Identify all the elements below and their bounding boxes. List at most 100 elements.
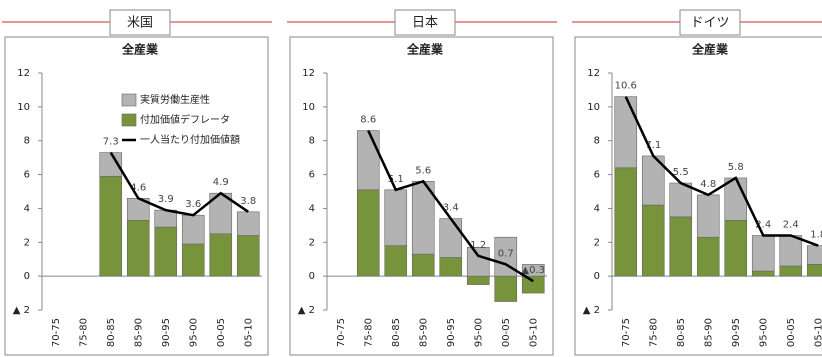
x-tick-label: 70-75: [51, 318, 62, 347]
value-label: 2.4: [755, 220, 771, 231]
bar-segment: [779, 265, 803, 277]
x-tick-label: 85-90: [133, 318, 144, 347]
x-tick-label: 90-95: [731, 318, 742, 347]
x-tick-label: 00-05: [501, 318, 512, 347]
value-label: 2.4: [783, 220, 799, 231]
value-label: 4.8: [700, 179, 716, 190]
value-label: 0.7: [498, 248, 514, 259]
y-tick-label: 2: [309, 237, 315, 248]
y-tick-label: 0: [594, 271, 600, 282]
x-tick-label: 85-90: [703, 318, 714, 347]
y-tick-label: 2: [24, 237, 30, 248]
x-tick-label: 95-00: [188, 318, 199, 347]
value-label: 5.6: [415, 165, 431, 176]
bar-segment: [126, 219, 150, 277]
value-label: 5.1: [388, 174, 404, 185]
bar-segment: [236, 235, 260, 277]
bar-segment: [696, 194, 720, 238]
panel-frame: [289, 36, 554, 356]
bar-segment: [356, 130, 380, 191]
bar-segment: [751, 270, 775, 277]
chart-title: 全産業: [691, 42, 729, 57]
value-label: 7.3: [103, 137, 119, 148]
x-tick-label: 95-00: [758, 318, 769, 347]
y-tick-label: 0: [24, 271, 30, 282]
bar-segment: [384, 245, 408, 277]
header-box: [679, 9, 741, 36]
bar-segment: [806, 263, 822, 277]
value-label: ▲0.3: [521, 265, 545, 276]
value-label: 4.6: [130, 182, 146, 193]
y-tick-label: 4: [309, 203, 315, 214]
value-label: 5.8: [728, 162, 744, 173]
chart-title: 全産業: [121, 42, 159, 57]
y-tick-label: 6: [594, 170, 600, 181]
panel-frame: [4, 36, 269, 356]
x-tick-label: 90-95: [161, 318, 172, 347]
x-tick-label: 80-85: [391, 318, 402, 347]
y-tick-label: 10: [302, 102, 315, 113]
y-tick-label: 6: [309, 170, 315, 181]
value-label: 4.9: [213, 177, 229, 188]
value-label: 3.4: [443, 203, 459, 214]
bar-segment: [521, 263, 545, 277]
y-tick-label: 2: [594, 237, 600, 248]
legend-label: 実質労働生産性: [140, 93, 210, 106]
value-label: 3.8: [240, 196, 256, 207]
panel-frame: [574, 36, 822, 356]
bar-segment: [779, 235, 803, 267]
bar-segment: [494, 275, 518, 302]
y-tick-label: 8: [24, 136, 30, 147]
x-tick-label: 70-75: [336, 318, 347, 347]
bar-segment: [99, 175, 123, 277]
x-tick-label: 85-90: [418, 318, 429, 347]
line: [109, 151, 249, 217]
bar-segment: [669, 182, 693, 218]
y-tick-label: 12: [302, 68, 315, 79]
chart-title: 全産業: [406, 42, 444, 57]
legend-swatch: [121, 113, 137, 127]
bar-segment: [181, 243, 205, 277]
y-tick-label: 4: [594, 203, 600, 214]
x-tick-label: 05-10: [528, 318, 539, 347]
x-tick-label: 75-80: [78, 318, 89, 347]
y-tick-label: 8: [594, 136, 600, 147]
y-tick-label: 12: [587, 68, 600, 79]
y-tick-label: ▲ 2: [583, 305, 600, 316]
value-label: 10.6: [615, 81, 637, 92]
legend-label: 一人当たり付加価値額: [140, 133, 240, 146]
region-label: 日本: [412, 16, 438, 31]
bar-segment: [614, 96, 638, 169]
bar-segment: [236, 211, 260, 236]
value-label: 8.6: [360, 115, 376, 126]
bar-segment: [751, 235, 775, 272]
value-label: 3.6: [185, 199, 201, 210]
y-tick-label: 10: [17, 102, 30, 113]
value-label: 7.1: [645, 140, 661, 151]
x-tick-label: 75-80: [363, 318, 374, 347]
x-tick-label: 70-75: [621, 318, 632, 347]
bar-segment: [696, 236, 720, 277]
value-label: 1.8: [810, 230, 822, 241]
bar-segment: [724, 219, 748, 277]
y-tick-label: 12: [17, 68, 30, 79]
x-tick-label: 80-85: [106, 318, 117, 347]
y-tick-label: ▲ 2: [13, 305, 30, 316]
y-tick-label: 0: [309, 271, 315, 282]
x-tick-label: 95-00: [473, 318, 484, 347]
bar-segment: [439, 257, 463, 277]
region-label: ドイツ: [690, 16, 729, 31]
bar-segment: [641, 204, 665, 277]
bar-segment: [384, 189, 408, 246]
bar-segment: [614, 167, 638, 277]
bar-segment: [356, 189, 380, 277]
line: [624, 96, 819, 247]
y-tick-label: 4: [24, 203, 30, 214]
bar-segment: [806, 245, 822, 265]
bar-segment: [466, 247, 490, 277]
line: [367, 130, 534, 283]
x-tick-label: 90-95: [446, 318, 457, 347]
value-label: 1.2: [470, 240, 486, 251]
bar-segment: [669, 216, 693, 277]
